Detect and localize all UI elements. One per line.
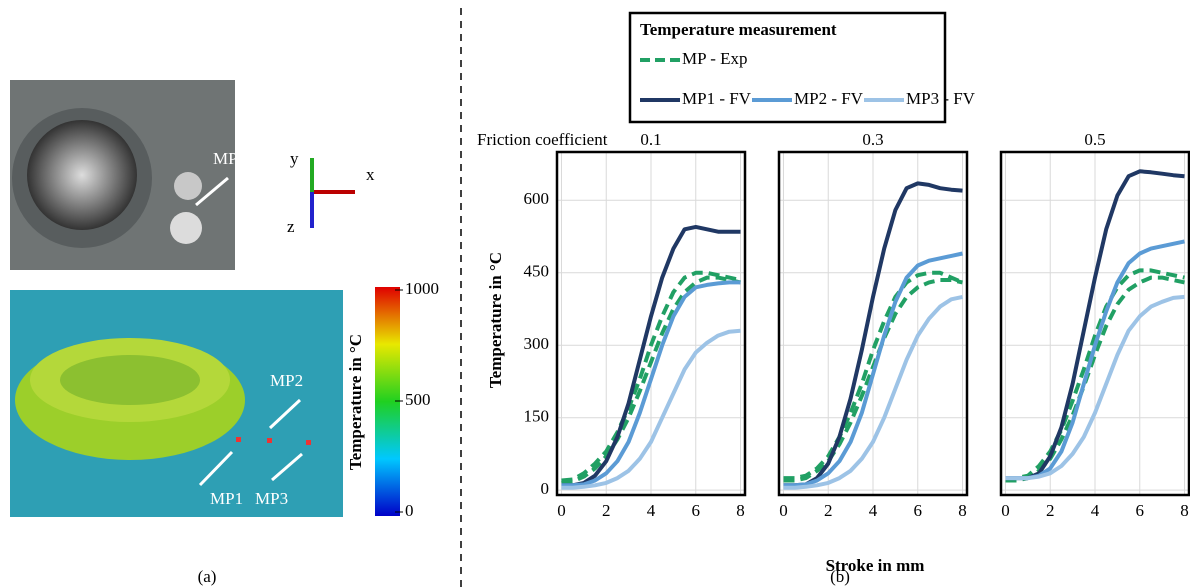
series-line <box>1005 268 1185 481</box>
x-tick-label: 6 <box>914 501 923 520</box>
legend-label: MP3 - FV <box>906 89 976 108</box>
legend-label: MP2 - FV <box>794 89 864 108</box>
photo-spot <box>170 212 202 244</box>
point <box>306 440 311 445</box>
colorbar-label: Temperature in °C <box>346 334 365 470</box>
y-tick-label: 450 <box>524 262 550 281</box>
x-tick-label: 2 <box>824 501 833 520</box>
series-line <box>561 270 741 483</box>
series-line <box>561 328 741 490</box>
x-tick-label: 8 <box>1180 501 1189 520</box>
colorbar-tick-label: 0 <box>405 501 414 520</box>
x-tick-label: 6 <box>1136 501 1145 520</box>
x-tick-label: 0 <box>779 501 788 520</box>
panel-label: (b) <box>830 567 850 586</box>
series-line <box>783 294 963 490</box>
series-line <box>561 280 741 488</box>
series-line <box>783 278 963 483</box>
simulation-part <box>60 355 200 405</box>
panel-label: (a) <box>198 567 217 586</box>
series-line <box>783 270 964 481</box>
axis-label: x <box>366 165 375 184</box>
y-axis-label: Temperature in °C <box>486 252 505 388</box>
x-tick-label: 8 <box>736 501 745 520</box>
point-label: MP2 <box>270 371 303 390</box>
legend-label: MP - Exp <box>682 49 748 68</box>
series-line <box>561 224 741 488</box>
arrow <box>268 398 302 430</box>
arrow <box>271 452 303 482</box>
axis-label: y <box>290 149 299 168</box>
x-tick-label: 0 <box>1001 501 1010 520</box>
x-tick-label: 4 <box>1091 501 1100 520</box>
arrow <box>195 176 229 207</box>
row-label: Friction coefficient <box>477 130 608 149</box>
chart-title: 0.1 <box>640 130 661 149</box>
colorbar-tick-label: 500 <box>405 390 431 409</box>
y-tick-label: 300 <box>524 334 550 353</box>
plot-frame <box>777 150 969 497</box>
legend-title: Temperature measurement <box>640 20 837 39</box>
photo-hole <box>27 120 137 230</box>
photo-spot <box>174 172 202 200</box>
colorbar-tick-label: 1000 <box>405 279 439 298</box>
axis-label: z <box>287 217 295 236</box>
chart-title: 0.5 <box>1084 130 1105 149</box>
plot-frame <box>999 150 1190 497</box>
point-label: MP1 <box>210 489 243 508</box>
x-tick-label: 0 <box>557 501 566 520</box>
series-line <box>783 251 963 488</box>
legend <box>628 11 947 124</box>
x-tick-label: 2 <box>602 501 611 520</box>
legend-label: MP1 - FV <box>682 89 752 108</box>
x-tick-label: 4 <box>869 501 878 520</box>
series-line <box>561 275 741 485</box>
photo-label: MP <box>213 149 238 168</box>
x-tick-label: 8 <box>958 501 967 520</box>
chart-title: 0.3 <box>862 130 883 149</box>
y-tick-label: 0 <box>541 479 550 498</box>
point <box>236 437 241 442</box>
x-tick-label: 2 <box>1046 501 1055 520</box>
plot-frame <box>555 150 747 497</box>
arrow <box>198 450 234 487</box>
series-line <box>1005 294 1185 481</box>
y-tick-label: 150 <box>524 407 550 426</box>
x-tick-label: 6 <box>692 501 701 520</box>
x-axis-label: Stroke in mm <box>826 556 925 575</box>
x-tick-label: 4 <box>647 501 656 520</box>
y-tick-label: 600 <box>524 189 550 208</box>
point <box>267 438 272 443</box>
point-label: MP3 <box>255 489 288 508</box>
